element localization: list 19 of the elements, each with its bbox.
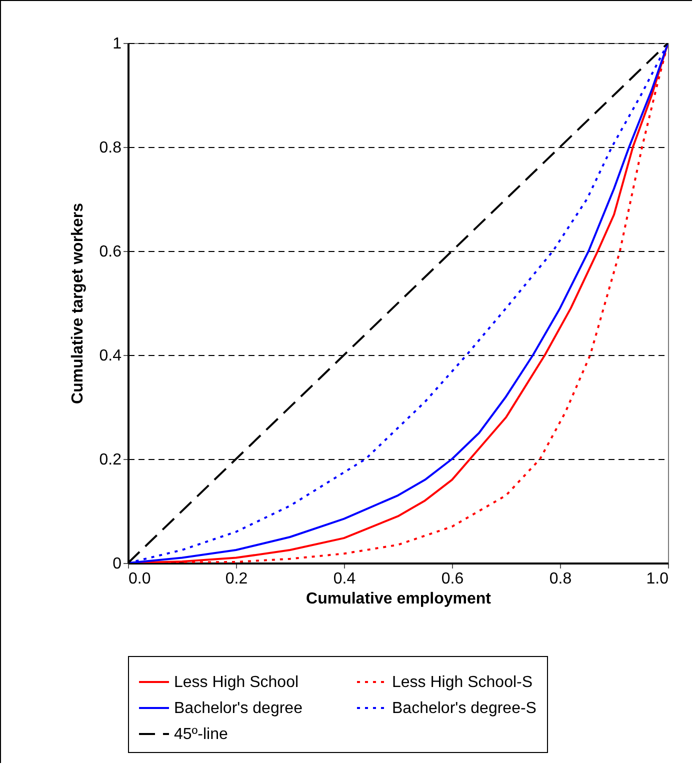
x-tick-label: 0.4 bbox=[333, 570, 356, 588]
x-tick-label: 0.0 bbox=[128, 570, 151, 588]
y-tick-label: 0.4 bbox=[99, 348, 122, 364]
x-tick-label: 1.0 bbox=[646, 570, 669, 588]
legend-label: Less High School bbox=[174, 674, 299, 691]
legend-label: 45º-line bbox=[174, 726, 228, 743]
x-tick-label: 0.8 bbox=[549, 570, 572, 588]
y-tick-label: 0.8 bbox=[99, 140, 122, 156]
y-tick-label: 0.6 bbox=[99, 244, 122, 260]
x-axis-title: Cumulative employment bbox=[306, 590, 492, 608]
legend-label: Bachelor's degree bbox=[174, 700, 303, 717]
y-tick-label: 0.2 bbox=[99, 452, 122, 468]
legend-label: Bachelor's degree-S bbox=[392, 700, 536, 717]
x-tick-label: 0.6 bbox=[441, 570, 464, 588]
legend-label: Less High School-S bbox=[392, 674, 533, 691]
y-tick-label: 1 bbox=[112, 36, 122, 52]
x-tick-label: 0.2 bbox=[225, 570, 248, 588]
y-axis-title: Cumulative target workers bbox=[69, 202, 86, 404]
y-tick-label: 0 bbox=[112, 556, 122, 572]
